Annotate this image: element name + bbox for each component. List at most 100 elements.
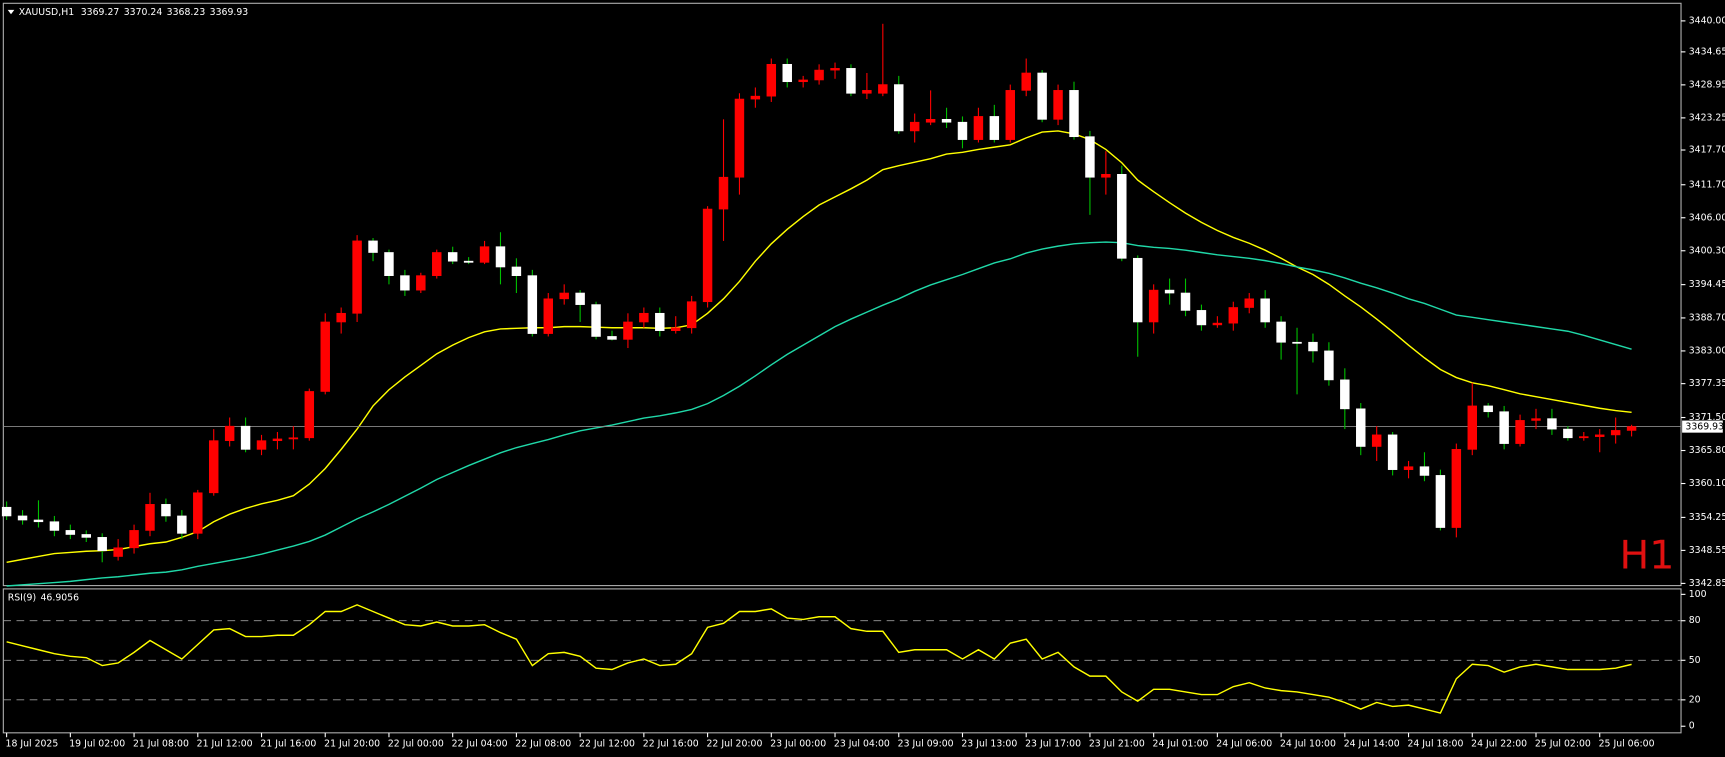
candle-body: [49, 521, 60, 531]
candle-body: [1499, 411, 1509, 444]
plot-layer: 3440.00 3434.65 3428.95 3423.25 3417.70 3411.…: [1, 15, 1725, 749]
candle-body: [989, 116, 1000, 140]
candle-body: [734, 98, 745, 178]
x-tick-label: 22 Jul 08:00: [515, 738, 571, 749]
candle-body: [1069, 90, 1079, 138]
y-tick-label: 3423.25: [1689, 112, 1725, 123]
candle-body: [479, 246, 490, 263]
x-tick-label: 22 Jul 20:00: [706, 738, 762, 749]
x-tick-label: 21 Jul 16:00: [260, 738, 316, 749]
candle-body: [1180, 292, 1191, 311]
candle-body: [304, 391, 315, 439]
x-tick-label: 23 Jul 04:00: [834, 738, 890, 749]
candle-body: [1467, 405, 1477, 450]
candle-body: [559, 292, 569, 300]
candle-body: [1515, 420, 1525, 444]
candle-body: [766, 63, 777, 97]
candle-body: [702, 208, 713, 303]
y-tick-label: 3434.65: [1689, 46, 1725, 57]
candle-body: [750, 95, 761, 100]
candle-body: [1148, 289, 1159, 323]
candle-body: [463, 260, 474, 263]
candle-body: [1387, 434, 1398, 470]
candle-body: [1610, 430, 1621, 436]
rsi-panel-frame: [2, 588, 1682, 734]
x-tick-label: 21 Jul 08:00: [133, 738, 189, 749]
candle-body: [1, 506, 12, 517]
candle-body: [1164, 289, 1175, 294]
y-tick-label: 3388.70: [1689, 312, 1725, 323]
x-tick-label: 23 Jul 21:00: [1089, 738, 1145, 749]
candle-body: [1005, 90, 1015, 140]
price-label: 3369.93: [1685, 422, 1724, 433]
y-tick-label: 3400.30: [1689, 245, 1725, 256]
x-tick-label: 25 Jul 02:00: [1535, 738, 1591, 749]
y-tick-label: 3383.00: [1689, 345, 1725, 356]
candle-body: [17, 515, 28, 521]
symbol-header: XAUUSD,H1 3369.27 3370.24 3368.23 3369.93: [19, 7, 249, 18]
candle-body: [1579, 436, 1589, 439]
price-label-box: [1682, 420, 1723, 433]
x-tick-label: 23 Jul 00:00: [770, 738, 826, 749]
candle-body: [1371, 434, 1382, 447]
candle-body: [400, 275, 410, 291]
candle-body: [575, 292, 585, 305]
candle-body: [607, 336, 617, 340]
candle-body: [1451, 449, 1462, 528]
timeframe-watermark: H1: [1620, 533, 1675, 579]
menu-arrow[interactable]: [7, 9, 15, 15]
x-tick-label: 22 Jul 00:00: [388, 738, 444, 749]
candle-body: [798, 79, 808, 83]
y-tick-label: 3371.50: [1689, 412, 1725, 423]
candle-body: [1531, 418, 1541, 421]
y-tick-label: 0: [1689, 721, 1695, 732]
candle-body: [782, 63, 792, 83]
candle-body: [1626, 426, 1637, 431]
y-tick-label: 3342.85: [1689, 578, 1725, 589]
candle-body: [527, 275, 538, 334]
x-tick-label: 21 Jul 12:00: [197, 738, 253, 749]
rsi-header: RSI(9) 46.9056: [8, 592, 79, 603]
candle-body: [1435, 475, 1446, 528]
candle-body: [543, 298, 553, 334]
y-tick-label: 100: [1689, 589, 1707, 600]
candle-body: [416, 275, 426, 291]
candle-body: [288, 437, 299, 440]
candle-body: [177, 515, 187, 534]
x-tick-label: 23 Jul 09:00: [898, 738, 954, 749]
candle-body: [591, 304, 601, 337]
candle-body: [81, 534, 91, 538]
y-tick-label: 3348.55: [1689, 545, 1725, 556]
x-tick-label: 19 Jul 02:00: [69, 738, 125, 749]
candle-body: [1483, 405, 1493, 413]
candle-body: [1037, 72, 1047, 120]
candle-body: [655, 312, 665, 331]
candle-body: [1101, 174, 1111, 178]
candle-body: [686, 301, 697, 329]
candle-body: [830, 68, 840, 71]
candle-body: [1132, 257, 1143, 323]
candle-body: [272, 438, 283, 442]
y-tick-label: 3411.70: [1689, 179, 1725, 190]
candle-body: [33, 519, 44, 523]
candle-body: [1594, 434, 1605, 437]
x-tick-label: 23 Jul 17:00: [1025, 738, 1081, 749]
candle-body: [1244, 298, 1254, 308]
candle-body: [336, 312, 346, 323]
x-tick-label: 24 Jul 18:00: [1407, 738, 1463, 749]
x-tick-label: 24 Jul 01:00: [1153, 738, 1209, 749]
candle-body: [814, 69, 824, 81]
y-tick-label: 3440.00: [1689, 15, 1725, 26]
x-tick-label: 22 Jul 04:00: [452, 738, 508, 749]
candle-body: [240, 425, 251, 450]
x-tick-label: 25 Jul 06:00: [1599, 738, 1655, 749]
candle-body: [623, 321, 633, 340]
candle-body: [1212, 322, 1223, 326]
high-value: 3370.24: [124, 7, 163, 18]
x-tick-label: 23 Jul 13:00: [961, 738, 1017, 749]
candle-body: [718, 176, 729, 210]
low-value: 3368.23: [167, 7, 206, 18]
moving-average: [6, 241, 1632, 587]
